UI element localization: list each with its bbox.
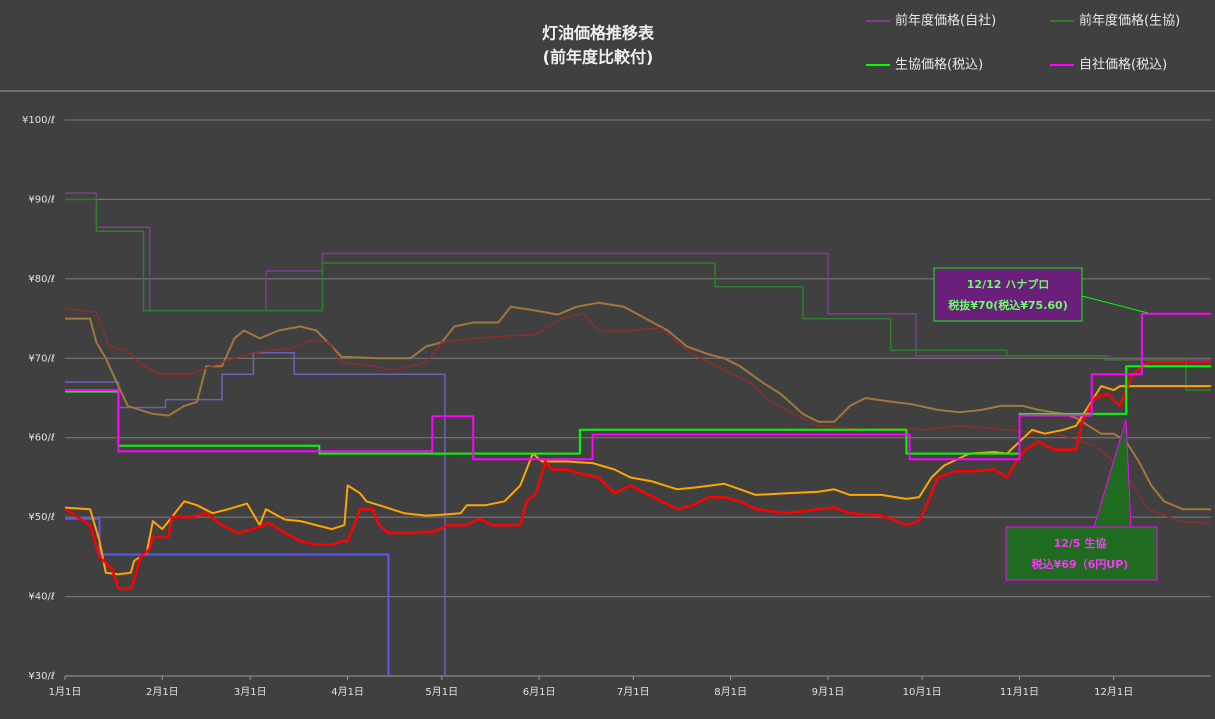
x-tick-label: 6月1日 <box>523 686 556 698</box>
callout-pointer <box>1081 295 1149 314</box>
x-tick-label: 9月1日 <box>812 686 845 698</box>
x-tick-label: 7月1日 <box>617 686 650 698</box>
y-tick-label: ¥40/ℓ <box>28 592 55 603</box>
series-line <box>64 307 1212 525</box>
callout-text: 税込¥69（6円UP) <box>1032 557 1129 571</box>
callout-box <box>1005 526 1158 581</box>
chart-title: 灯油価格推移表 <box>542 24 655 43</box>
series-line <box>65 198 1211 391</box>
x-tick-label: 5月1日 <box>425 686 458 698</box>
x-tick-label: 11月1日 <box>1000 686 1039 698</box>
x-tick-label: 8月1日 <box>714 686 747 698</box>
y-tick-label: ¥80/ℓ <box>28 274 55 285</box>
y-tick-label: ¥50/ℓ <box>28 512 55 523</box>
callout-text: 税抜¥70(税込¥75.60) <box>948 298 1067 312</box>
y-tick-label: ¥70/ℓ <box>28 353 55 364</box>
x-tick-label: 10月1日 <box>903 686 942 698</box>
annotation-coop: 12/5 生協 税込¥69（6円UP) <box>1005 419 1158 581</box>
x-tick-label: 3月1日 <box>234 686 267 698</box>
legend-label: 自社価格(税込) <box>1079 57 1167 73</box>
y-tick-label: ¥100/ℓ <box>22 115 55 126</box>
x-tick-label: 4月1日 <box>331 686 364 698</box>
legend: 前年度価格(自社) 前年度価格(生協) 生協価格(税込) 自社価格(税込) <box>866 13 1180 73</box>
legend-label: 前年度価格(生協) <box>1079 13 1180 29</box>
y-tick-label: ¥90/ℓ <box>28 194 55 205</box>
annotation-hanapro: 12/12 ハナプロ 税抜¥70(税込¥75.60) <box>933 267 1149 322</box>
legend-label: 前年度価格(自社) <box>895 13 996 29</box>
y-tick-label: ¥60/ℓ <box>28 433 55 444</box>
x-tick-label: 12月1日 <box>1094 686 1133 698</box>
plot-area <box>64 192 1212 676</box>
x-tick-label: 2月1日 <box>146 686 179 698</box>
callout-title: 12/5 生協 <box>1054 536 1107 550</box>
series-line <box>65 301 1211 511</box>
callout-title: 12/12 ハナプロ <box>967 277 1049 291</box>
chart-subtitle: (前年度比較付) <box>543 48 654 67</box>
callout-box <box>933 267 1083 322</box>
series-line <box>65 312 1211 461</box>
grid: ¥30/ℓ ¥40/ℓ ¥50/ℓ ¥60/ℓ ¥70/ℓ ¥80/ℓ ¥90/ℓ ¥100/… <box>22 115 1211 698</box>
legend-label: 生協価格(税込) <box>895 57 983 73</box>
series-line <box>64 385 1211 576</box>
x-tick-label: 1月1日 <box>49 686 82 698</box>
series-line <box>64 361 1211 590</box>
series-line <box>65 365 1211 455</box>
y-tick-label: ¥30/ℓ <box>28 671 55 682</box>
